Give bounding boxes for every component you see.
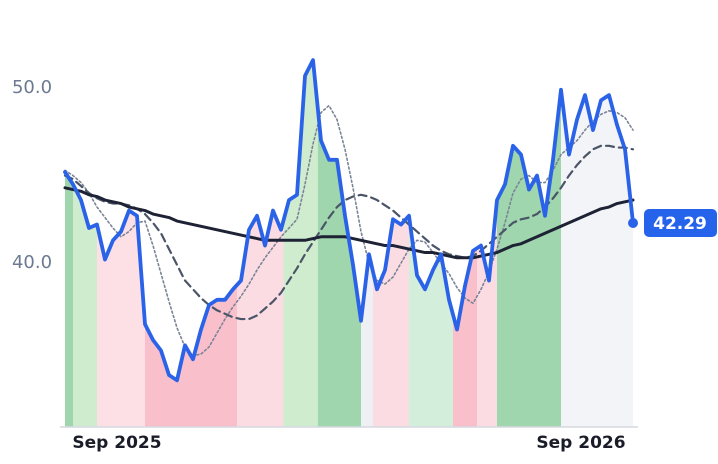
x-tick-label: Sep 2026	[536, 433, 625, 453]
price-line	[63, 58, 635, 383]
regions	[65, 60, 633, 427]
signal-region	[361, 60, 373, 427]
signal-region	[283, 60, 318, 427]
y-tick-label: 40.0	[12, 252, 52, 273]
signal-region	[561, 60, 633, 427]
signal-region	[409, 60, 453, 427]
signal-region	[497, 60, 561, 427]
signal-region	[73, 60, 97, 427]
signal-region	[453, 60, 477, 427]
last-value-label: 42.29	[653, 214, 707, 234]
moving-average-line	[63, 144, 635, 321]
signal-region	[65, 60, 73, 427]
last-point	[628, 217, 638, 228]
y-tick-label: 50.0	[12, 77, 52, 98]
x-tick-label: Sep 2025	[72, 433, 161, 453]
moving-average-line	[64, 104, 634, 357]
last-value-badge	[644, 208, 717, 237]
